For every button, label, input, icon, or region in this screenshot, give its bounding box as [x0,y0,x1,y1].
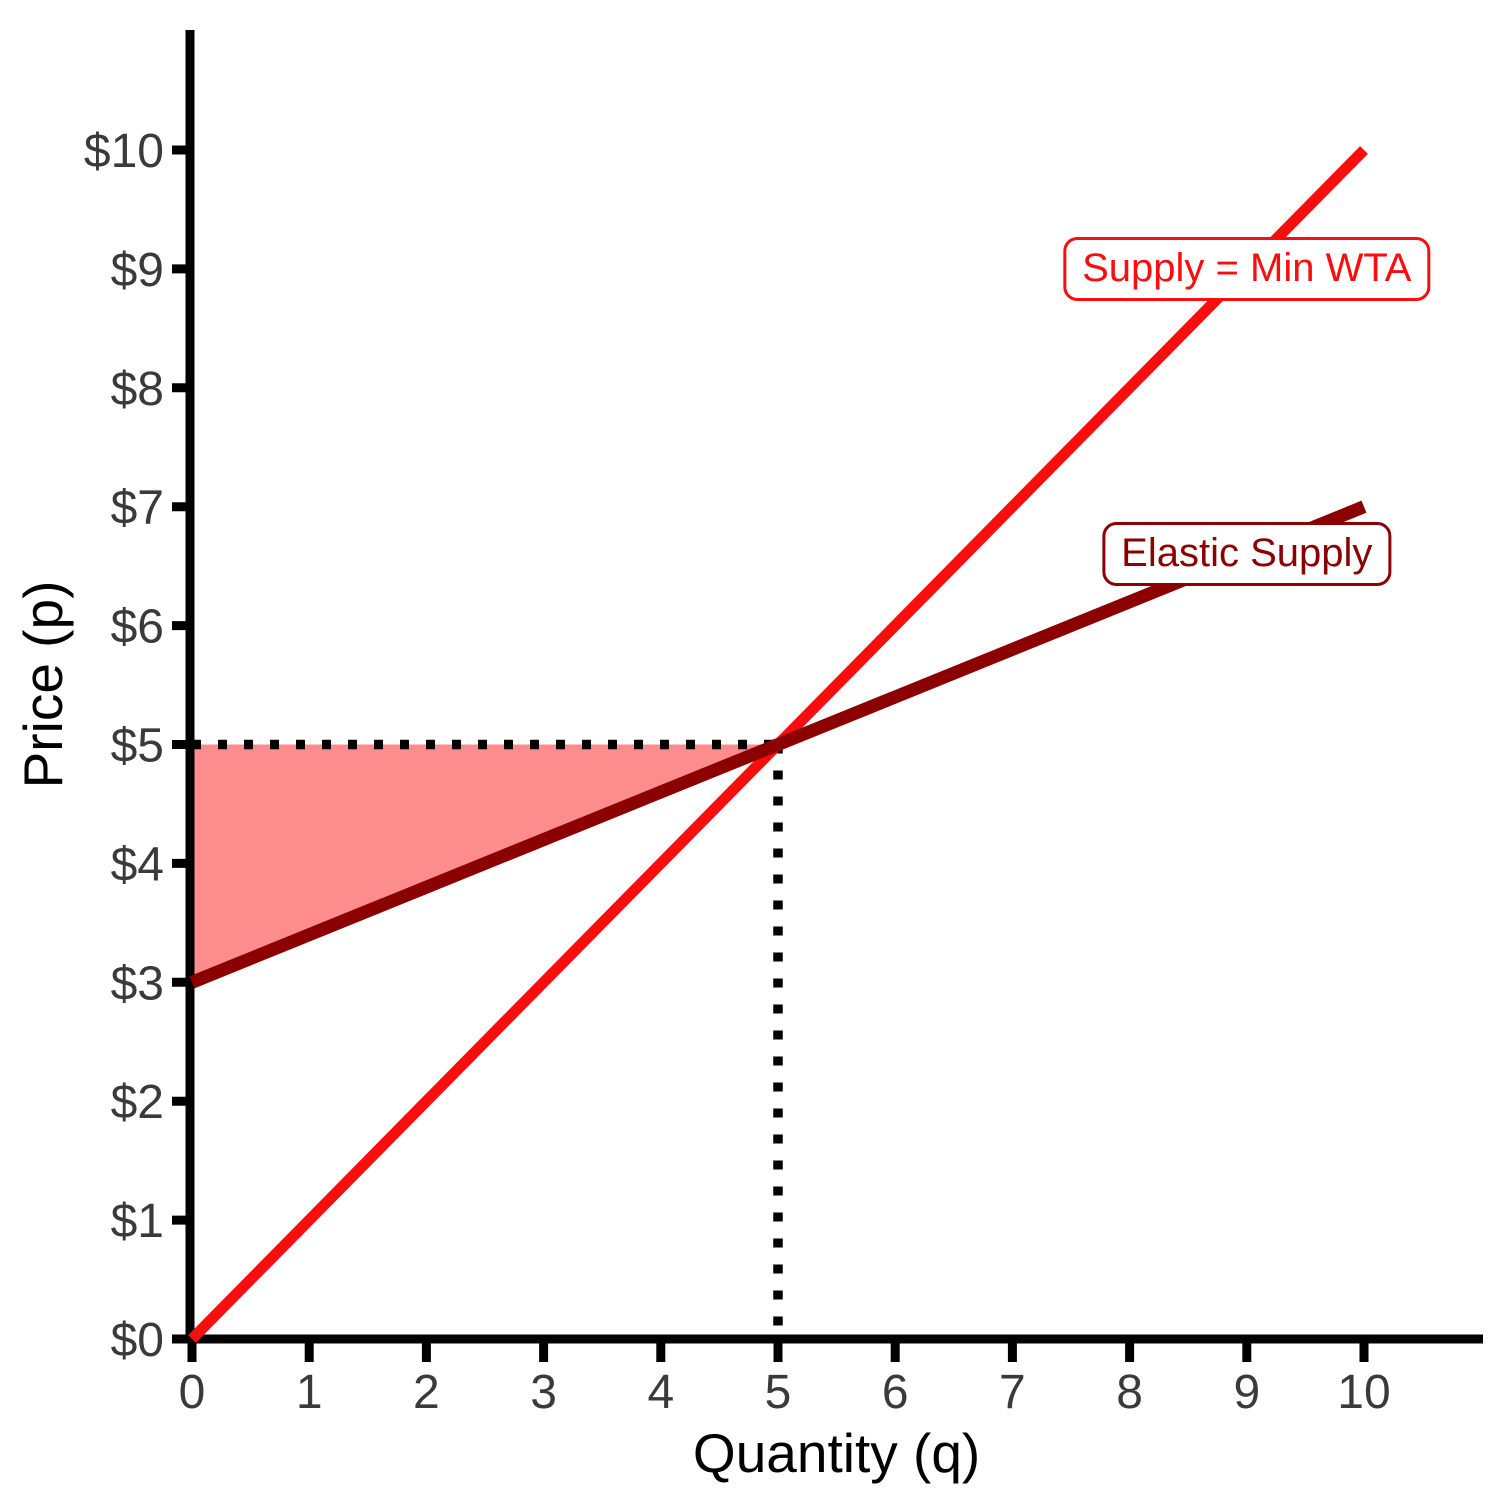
y-tick-label: $6 [111,601,164,654]
y-tick-label: $0 [111,1314,164,1367]
y-tick-label: $5 [111,720,164,773]
x-tick-label: 6 [882,1366,909,1419]
x-tick-label: 2 [413,1366,440,1419]
x-tick-label: 5 [765,1366,792,1419]
y-tick-label: $10 [84,125,164,178]
y-tick-label: $2 [111,1076,164,1129]
x-tick-label: 9 [1233,1366,1260,1419]
supply-min-wta-label: Supply = Min WTA [1063,236,1431,301]
y-tick-label: $1 [111,1195,164,1248]
y-tick-label: $3 [111,957,164,1010]
x-tick-label: 1 [296,1366,323,1419]
y-tick-label: $8 [111,363,164,416]
elastic-supply-label: Elastic Supply [1102,522,1392,587]
x-tick-label: 3 [530,1366,557,1419]
x-tick-label: 0 [179,1366,206,1419]
y-tick-label: $4 [111,838,164,891]
y-axis-title: Price (p) [12,581,74,789]
x-tick-label: 8 [1116,1366,1143,1419]
y-tick-label: $9 [111,244,164,297]
x-axis-title: Quantity (q) [693,1422,980,1484]
x-tick-label: 10 [1337,1366,1390,1419]
y-tick-label: $7 [111,482,164,535]
x-tick-label: 4 [647,1366,674,1419]
x-tick-label: 7 [999,1366,1026,1419]
